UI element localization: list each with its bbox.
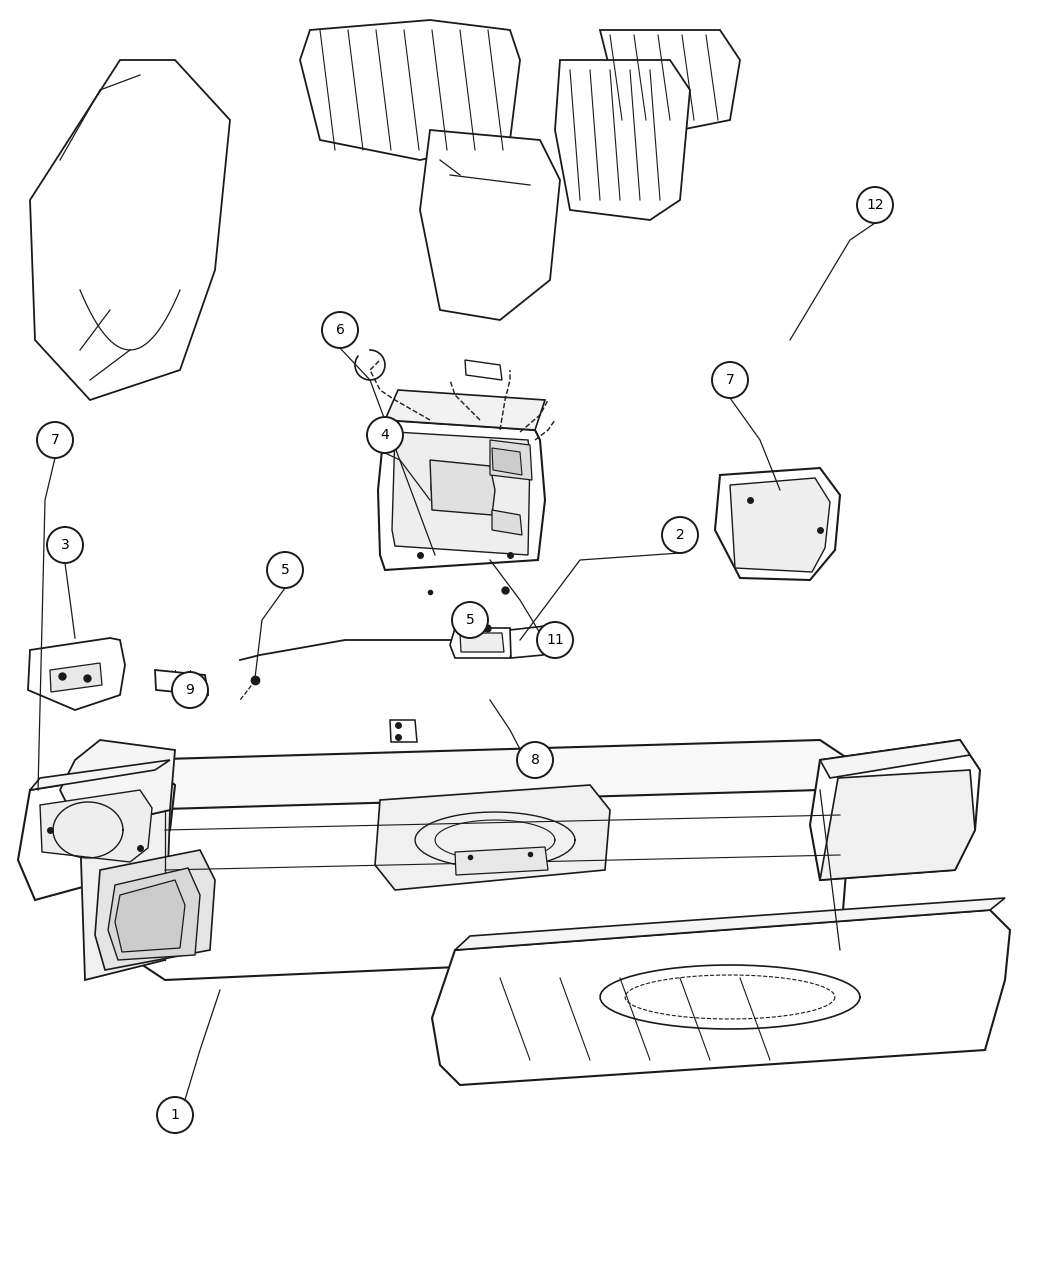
Circle shape bbox=[47, 527, 83, 564]
Polygon shape bbox=[820, 740, 970, 778]
Circle shape bbox=[322, 312, 358, 348]
Polygon shape bbox=[385, 390, 545, 430]
Polygon shape bbox=[810, 740, 980, 880]
Polygon shape bbox=[455, 898, 1005, 950]
Polygon shape bbox=[492, 510, 522, 536]
Polygon shape bbox=[40, 790, 152, 862]
Text: 7: 7 bbox=[50, 434, 60, 448]
Polygon shape bbox=[455, 847, 548, 875]
Text: 4: 4 bbox=[380, 428, 390, 442]
Polygon shape bbox=[730, 478, 830, 572]
Polygon shape bbox=[18, 770, 175, 900]
Polygon shape bbox=[30, 60, 230, 400]
Circle shape bbox=[368, 417, 403, 453]
Text: 3: 3 bbox=[61, 538, 69, 552]
Text: 9: 9 bbox=[186, 683, 194, 697]
Text: 12: 12 bbox=[866, 198, 884, 212]
Polygon shape bbox=[60, 740, 175, 830]
Polygon shape bbox=[715, 468, 840, 580]
Polygon shape bbox=[300, 20, 520, 159]
Polygon shape bbox=[420, 130, 560, 320]
Polygon shape bbox=[450, 629, 514, 658]
Polygon shape bbox=[465, 360, 502, 380]
Polygon shape bbox=[390, 720, 417, 742]
Circle shape bbox=[158, 1096, 193, 1133]
Polygon shape bbox=[28, 638, 125, 710]
Polygon shape bbox=[30, 760, 170, 790]
Polygon shape bbox=[80, 810, 170, 980]
Circle shape bbox=[267, 552, 303, 588]
Circle shape bbox=[712, 362, 748, 398]
Text: 1: 1 bbox=[170, 1108, 180, 1122]
Polygon shape bbox=[108, 868, 200, 960]
Polygon shape bbox=[375, 785, 610, 890]
Polygon shape bbox=[155, 669, 208, 695]
Polygon shape bbox=[430, 460, 495, 515]
Polygon shape bbox=[492, 448, 522, 476]
Polygon shape bbox=[392, 432, 530, 555]
Polygon shape bbox=[490, 440, 532, 479]
Polygon shape bbox=[600, 31, 740, 130]
Text: 8: 8 bbox=[530, 754, 540, 768]
Circle shape bbox=[537, 622, 573, 658]
Polygon shape bbox=[432, 910, 1010, 1085]
Text: 5: 5 bbox=[465, 613, 475, 627]
Text: 5: 5 bbox=[280, 564, 290, 578]
Polygon shape bbox=[130, 740, 850, 810]
Polygon shape bbox=[820, 770, 975, 880]
Circle shape bbox=[37, 422, 74, 458]
Circle shape bbox=[857, 187, 892, 223]
Polygon shape bbox=[555, 60, 690, 221]
Polygon shape bbox=[116, 880, 185, 952]
Text: 2: 2 bbox=[675, 528, 685, 542]
Text: 11: 11 bbox=[546, 632, 564, 646]
Polygon shape bbox=[510, 626, 548, 658]
Polygon shape bbox=[50, 663, 102, 692]
Polygon shape bbox=[130, 790, 850, 980]
Circle shape bbox=[517, 742, 553, 778]
Polygon shape bbox=[94, 850, 215, 970]
Text: 6: 6 bbox=[336, 323, 344, 337]
Circle shape bbox=[452, 602, 488, 638]
Circle shape bbox=[662, 516, 698, 553]
Text: 7: 7 bbox=[726, 374, 734, 388]
Polygon shape bbox=[378, 419, 545, 570]
Circle shape bbox=[172, 672, 208, 708]
Polygon shape bbox=[460, 632, 504, 652]
